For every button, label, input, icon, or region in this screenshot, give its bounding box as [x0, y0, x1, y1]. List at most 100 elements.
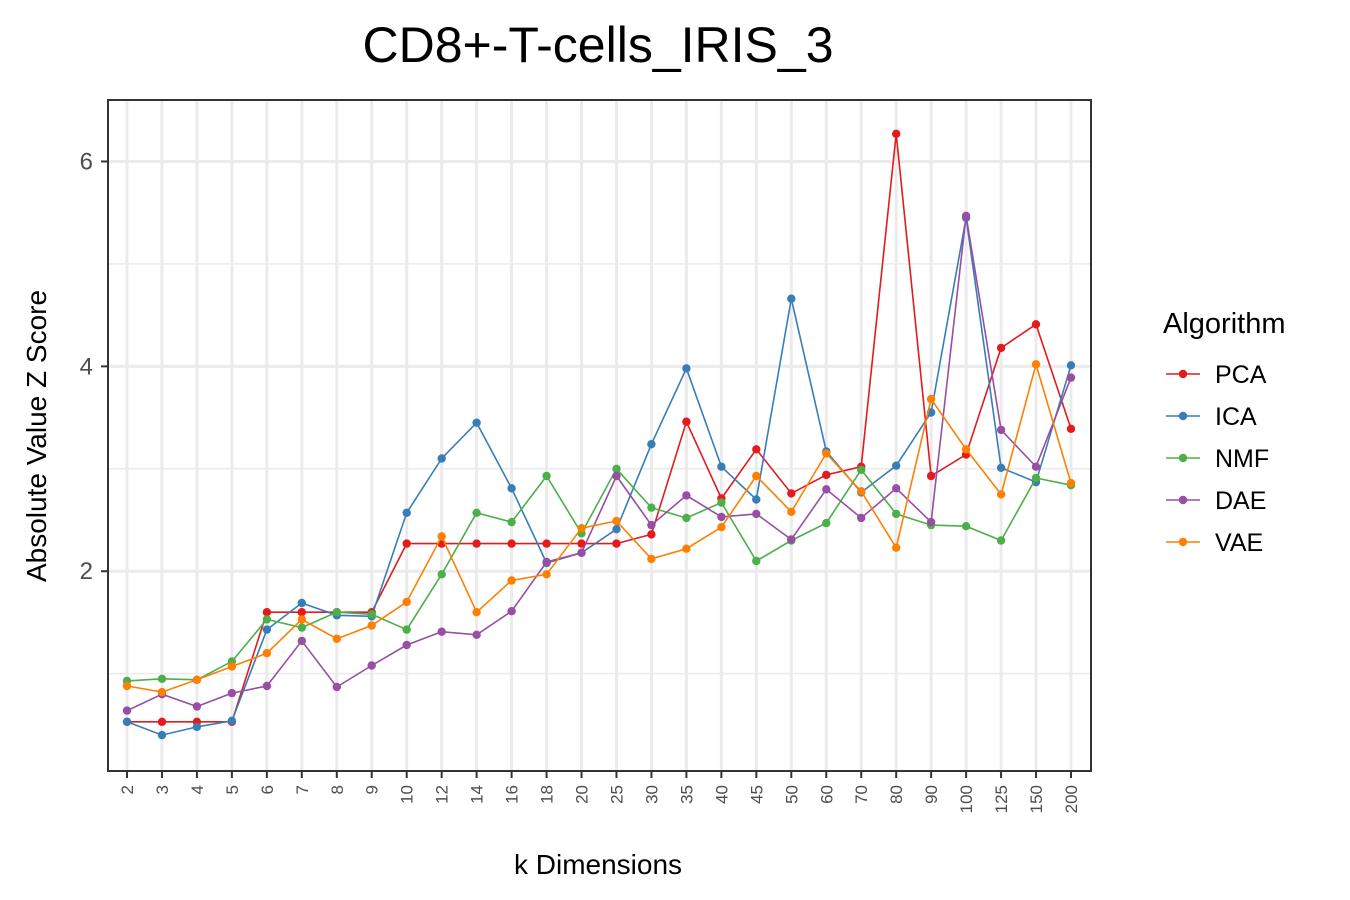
data-point: [892, 461, 901, 470]
y-tick-label: 4: [80, 353, 93, 380]
x-tick-label: 20: [573, 785, 592, 804]
legend-items: PCA ICA NMF DAE VAE: [1166, 361, 1269, 557]
data-point: [157, 674, 167, 683]
data-point: [1066, 373, 1076, 382]
data-point: [507, 484, 516, 493]
data-point: [682, 513, 691, 523]
data-point: [647, 440, 656, 449]
data-point: [961, 445, 971, 454]
data-point: [507, 517, 516, 527]
series-vae: [122, 360, 1076, 697]
legend-marker: [1178, 453, 1188, 463]
data-point: [787, 489, 796, 498]
data-point: [297, 615, 306, 624]
data-point: [822, 470, 831, 480]
data-point: [192, 722, 202, 732]
series-line: [126, 217, 1072, 736]
x-tick-label: 12: [433, 785, 452, 804]
data-point: [472, 418, 481, 427]
data-point: [297, 623, 306, 632]
legend: Algorithm PCA ICA NMF DAE VAE: [1163, 308, 1286, 557]
data-point: [926, 394, 936, 404]
data-point: [472, 539, 481, 548]
data-point: [402, 508, 411, 517]
series-dae: [122, 211, 1076, 715]
data-point: [157, 687, 167, 697]
data-point: [612, 525, 621, 534]
data-point: [752, 509, 761, 519]
legend-label: NMF: [1215, 445, 1269, 473]
data-point: [717, 512, 726, 522]
data-point: [682, 491, 691, 500]
series-line: [126, 215, 1072, 712]
x-tick-label: 30: [642, 785, 661, 804]
x-tick-label: 4: [188, 785, 207, 794]
data-point: [647, 503, 656, 512]
data-point: [1066, 424, 1076, 433]
data-point: [157, 730, 167, 740]
data-point: [926, 517, 936, 527]
data-point: [402, 597, 411, 607]
data-point: [926, 471, 936, 481]
x-tick-label: 16: [503, 785, 522, 804]
legend-marker: [1178, 495, 1188, 505]
legend-title: Algorithm: [1163, 308, 1286, 340]
x-tick-label: 70: [852, 785, 871, 804]
data-point: [367, 621, 376, 630]
x-tick-label: 8: [328, 785, 347, 794]
data-point: [892, 543, 901, 552]
data-point: [332, 608, 341, 617]
data-point: [367, 661, 376, 670]
data-point: [822, 449, 831, 458]
legend-label: PCA: [1215, 361, 1267, 389]
data-point: [787, 535, 796, 544]
x-tick-label: 5: [223, 785, 242, 794]
data-point: [612, 464, 621, 473]
series-line: [126, 361, 1072, 693]
data-point: [297, 598, 306, 608]
data-point: [612, 516, 621, 526]
data-point: [227, 688, 237, 698]
data-point: [262, 649, 272, 658]
data-point: [297, 636, 306, 646]
legend-item-dae: DAE: [1166, 487, 1266, 515]
data-point: [542, 471, 551, 481]
data-point: [787, 294, 796, 303]
data-point: [1031, 320, 1041, 329]
data-point: [961, 522, 971, 531]
legend-item-ica: ICA: [1166, 403, 1257, 431]
data-point: [647, 530, 656, 539]
data-point: [822, 485, 831, 494]
data-point: [996, 490, 1006, 499]
data-point: [262, 608, 272, 617]
panel-border: [107, 99, 1092, 772]
data-point: [157, 717, 167, 726]
data-point: [507, 539, 516, 548]
data-point: [717, 523, 726, 532]
data-point: [577, 539, 586, 548]
x-tick-label: 18: [538, 785, 557, 804]
legend-item-pca: PCA: [1166, 361, 1267, 389]
x-tick-label: 50: [782, 785, 801, 804]
data-point: [332, 682, 341, 692]
x-tick-label: 40: [712, 785, 731, 804]
data-point: [682, 417, 691, 426]
data-point: [262, 681, 272, 691]
data-point: [682, 364, 691, 373]
data-point: [612, 471, 621, 481]
legend-label: ICA: [1215, 403, 1257, 431]
x-tick-label: 2: [118, 785, 137, 794]
data-point: [1031, 473, 1041, 483]
data-point: [1066, 478, 1076, 488]
series-line: [127, 133, 1072, 723]
series-layer: [122, 129, 1076, 740]
data-point: [367, 610, 376, 619]
x-tick-label: 7: [293, 785, 312, 794]
data-point: [717, 462, 726, 471]
data-point: [857, 513, 866, 523]
data-point: [857, 487, 866, 496]
legend-label: VAE: [1215, 529, 1263, 557]
data-point: [892, 509, 901, 519]
